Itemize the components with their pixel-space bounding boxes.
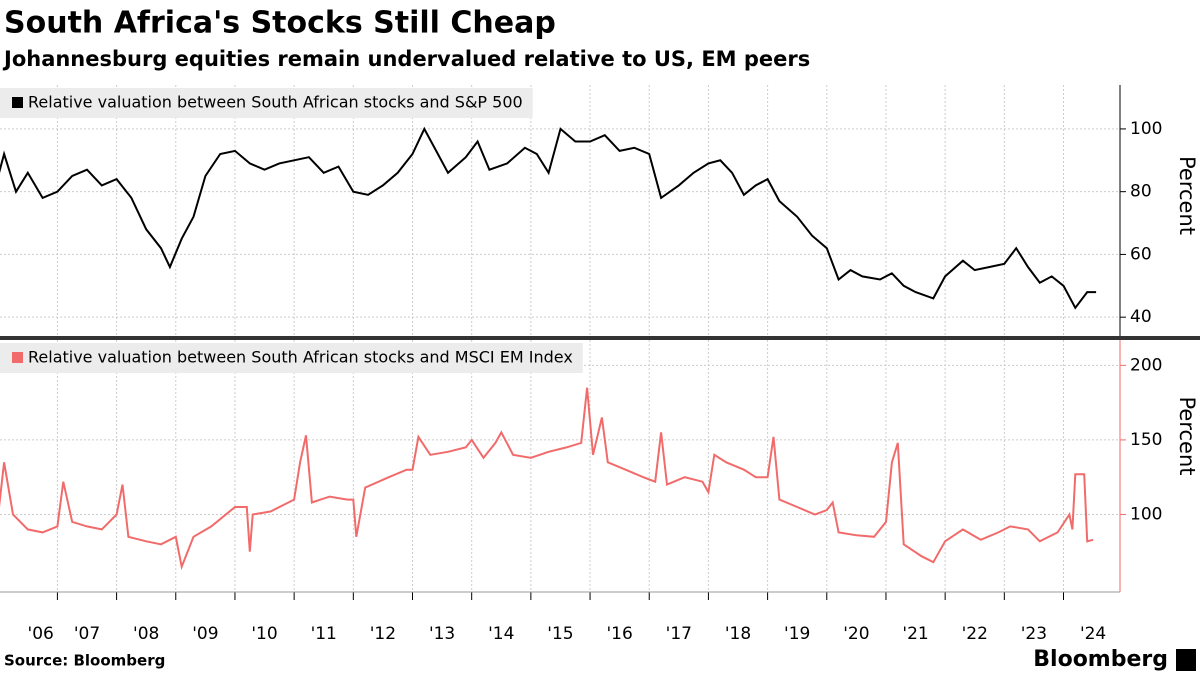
x-tick-label: '21: [902, 624, 928, 644]
x-tick-label: '13: [429, 624, 455, 644]
data-line: [0, 126, 1097, 310]
legend-box: [0, 343, 583, 373]
x-tick-label: '06: [28, 624, 54, 644]
x-tick-label: '15: [547, 624, 573, 644]
legend-label: Relative valuation between South African…: [28, 93, 523, 112]
y-tick-label: 100: [1130, 119, 1162, 139]
x-tick-label: '23: [1021, 624, 1047, 644]
x-tick-label: '24: [1080, 624, 1106, 644]
y-tick-label: 80: [1130, 182, 1152, 202]
x-tick-label: '20: [843, 624, 869, 644]
x-tick-label: '12: [370, 624, 396, 644]
y-tick-label: 100: [1130, 504, 1162, 524]
x-tick-label: '18: [725, 624, 751, 644]
logo: Bloomberg: [1033, 647, 1168, 672]
y-tick-label: 150: [1130, 430, 1162, 450]
source: Source: Bloomberg: [4, 652, 165, 670]
y-tick-label: 40: [1130, 307, 1152, 327]
legend-label: Relative valuation between South African…: [28, 348, 573, 367]
x-tick-label: '19: [784, 624, 810, 644]
y-axis-label: Percent: [1175, 396, 1199, 475]
x-tick-label: '14: [488, 624, 514, 644]
x-tick-label: '22: [962, 624, 988, 644]
chart-title: South Africa's Stocks Still Cheap: [4, 6, 556, 41]
x-tick-label: '16: [606, 624, 632, 644]
legend-swatch: [12, 352, 23, 363]
chart-subtitle: Johannesburg equities remain undervalued…: [2, 47, 810, 71]
data-line: [0, 387, 1094, 571]
logo-mark: [1176, 649, 1196, 671]
y-tick-label: 200: [1130, 355, 1162, 375]
x-tick-label: '08: [133, 624, 159, 644]
x-tick-label: '10: [251, 624, 277, 644]
x-tick-label: '09: [192, 624, 218, 644]
x-tick-label: '11: [311, 624, 337, 644]
y-tick-label: 60: [1130, 244, 1152, 264]
x-tick-label: '17: [666, 624, 692, 644]
y-axis-label: Percent: [1175, 156, 1199, 235]
legend-swatch: [12, 97, 23, 108]
legend-box: [0, 88, 533, 118]
x-tick-label: '07: [74, 624, 100, 644]
